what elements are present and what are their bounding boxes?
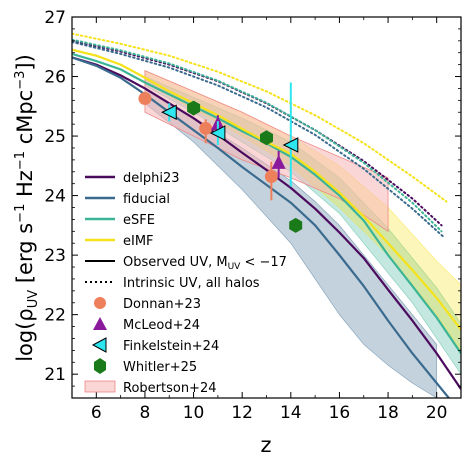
x-tick-label: 16 — [329, 403, 351, 423]
series-line-eimf-dotted — [72, 32, 448, 203]
whitler-point — [289, 217, 303, 233]
finkelstein-point — [161, 104, 177, 121]
whitler-point — [187, 100, 201, 116]
x-tick-label: 10 — [183, 403, 205, 423]
x-tick-label: 18 — [377, 403, 399, 423]
legend-label-esfe: eSFE — [123, 213, 155, 228]
whitler-point — [260, 130, 273, 146]
legend-label-whitler: Whitler+25 — [123, 360, 197, 375]
finkelstein-point — [209, 125, 226, 141]
legend-label-observed: Observed UV, MUV < −17 — [123, 255, 287, 272]
legend-marker-donnan — [94, 297, 106, 309]
legend-label-finkelstein: Finkelstein+24 — [123, 339, 219, 354]
series-line-delphi23-solid — [72, 56, 461, 390]
y-tick-label: 24 — [44, 187, 66, 207]
legend: delphi23 fiducial eSFE eIMF Observed UV,… — [84, 171, 287, 396]
donnan-point — [199, 121, 213, 135]
band-robertson — [144, 69, 389, 233]
legend-label-intrinsic: Intrinsic UV, all halos — [123, 276, 260, 291]
legend-swatch-robertson — [84, 380, 116, 393]
mcleod-point — [271, 154, 286, 169]
y-tick-label: 21 — [44, 365, 66, 385]
donnan-point — [138, 92, 152, 106]
legend-label-eimf: eIMF — [123, 234, 154, 249]
legend-marker-mcleod — [93, 317, 107, 330]
x-tick-label: 20 — [426, 403, 448, 423]
y-tick-label: 25 — [44, 127, 66, 147]
legend-label-mcleod: McLeod+24 — [123, 318, 200, 333]
legend-label-delphi23: delphi23 — [123, 171, 180, 186]
legend-label-fiducial: fiducial — [123, 192, 170, 207]
legend-marker-whitler — [94, 358, 106, 374]
band-fiducial — [144, 87, 438, 398]
series-line-esfe-dotted — [72, 38, 443, 233]
x-tick-label: 12 — [231, 403, 253, 423]
x-tick-label: 14 — [280, 403, 302, 423]
finkelstein-point — [282, 137, 299, 153]
x-axis-label: z — [260, 433, 271, 457]
y-tick-label: 27 — [44, 8, 66, 28]
legend-marker-finkelstein — [91, 337, 107, 353]
series-line-fiducial-solid — [72, 56, 450, 398]
legend-label-robertson: Robertson+24 — [123, 381, 217, 396]
donnan-point — [264, 170, 278, 184]
y-tick-label: 26 — [44, 68, 66, 88]
y-tick-label: 22 — [44, 306, 66, 326]
y-tick-label: 23 — [44, 246, 66, 266]
x-tick-label: 8 — [140, 403, 151, 423]
series-line-delphi23-dotted — [72, 39, 443, 227]
legend-label-donnan: Donnan+23 — [123, 297, 201, 312]
x-tick-label: 6 — [91, 403, 102, 423]
series-line-fiducial-dotted — [72, 41, 445, 239]
y-axis-label: log(ρUV [erg s−1 Hz−1 cMpc−3]) — [13, 54, 41, 362]
